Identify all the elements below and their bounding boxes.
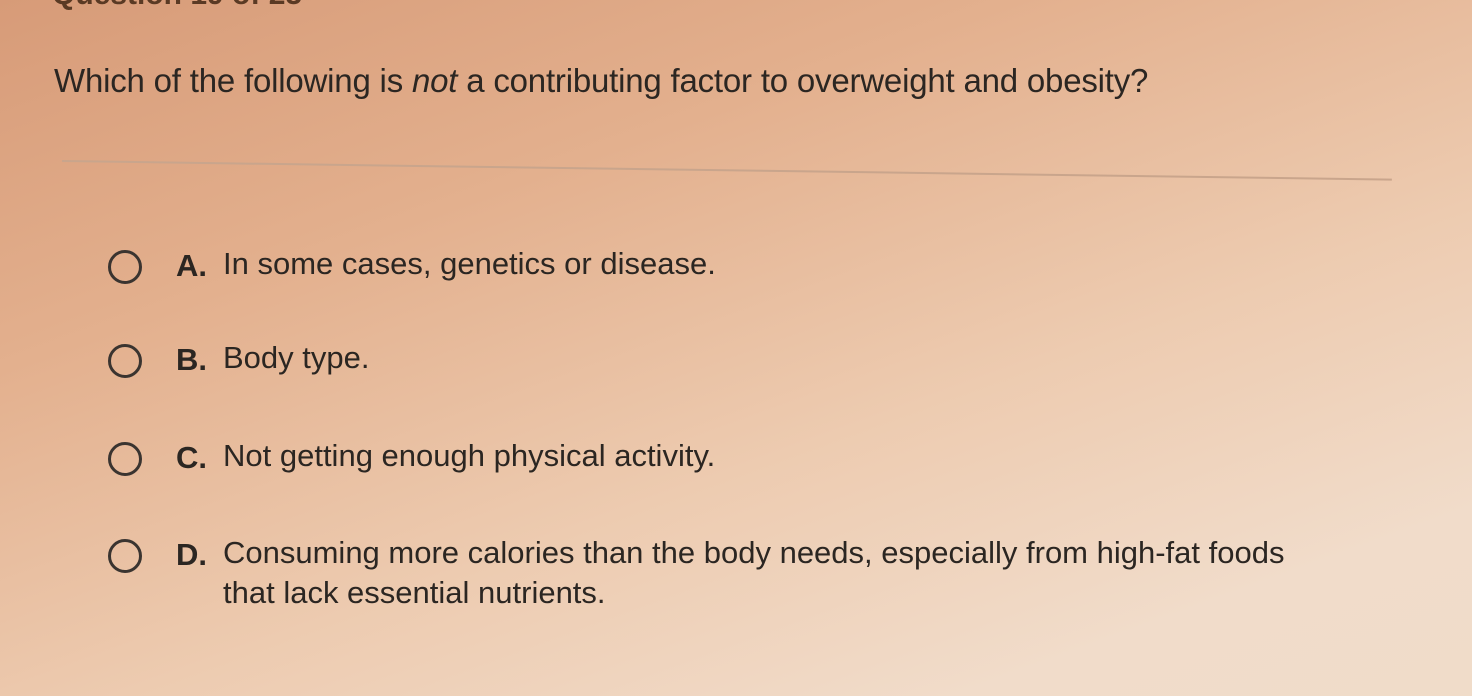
option-c[interactable]: C. Not getting enough physical activity. [108, 438, 715, 476]
question-text: Which of the following is not a contribu… [54, 62, 1148, 100]
option-text: In some cases, genetics or disease. [223, 246, 716, 281]
option-text: Consuming more calories than the body ne… [223, 535, 1285, 610]
option-text: Body type. [223, 340, 370, 375]
divider [61, 160, 1392, 181]
question-number: Question 19 of 25 [52, 0, 302, 12]
option-letter: C. [176, 440, 207, 475]
option-d[interactable]: D. Consuming more calories than the body… [108, 535, 1308, 613]
radio-button-icon[interactable] [108, 344, 142, 378]
option-a[interactable]: A. In some cases, genetics or disease. [108, 246, 716, 284]
question-emphasis: not [411, 62, 458, 99]
option-text: Not getting enough physical activity. [223, 438, 716, 473]
option-b[interactable]: B. Body type. [108, 340, 369, 378]
question-suffix: a contributing factor to overweight and … [457, 62, 1149, 99]
option-letter: A. [176, 248, 207, 283]
option-letter: D. [176, 537, 207, 572]
question-prefix: Which of the following is [54, 62, 412, 99]
option-letter: B. [176, 342, 207, 377]
radio-button-icon[interactable] [108, 250, 142, 284]
radio-button-icon[interactable] [108, 442, 142, 476]
radio-button-icon[interactable] [108, 539, 142, 573]
